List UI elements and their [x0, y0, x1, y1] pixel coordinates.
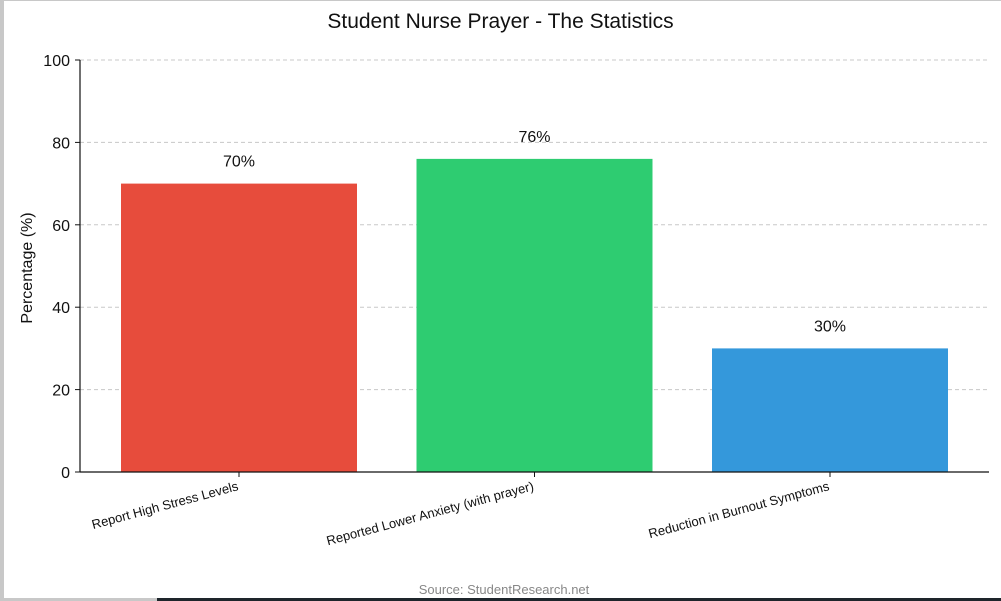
x-tick-label: Reduction in Burnout Symptoms [647, 478, 831, 541]
window-top-border [0, 0, 1001, 1]
y-tick-label: 80 [52, 135, 70, 152]
y-tick-label: 20 [52, 383, 70, 400]
bar [712, 348, 948, 472]
bar-value-label: 30% [814, 318, 846, 335]
bar-value-label: 76% [518, 129, 550, 146]
y-tick-label: 40 [52, 300, 70, 317]
window-bottom-border [0, 598, 157, 601]
chart-title: Student Nurse Prayer - The Statistics [327, 10, 674, 33]
y-tick-label: 0 [61, 465, 70, 482]
bar-value-label: 70% [223, 154, 255, 171]
taskbar-strip [157, 598, 1001, 601]
y-tick-label: 100 [43, 53, 70, 70]
source-note: Source: StudentResearch.net [418, 582, 590, 597]
bar [416, 158, 653, 472]
x-tick-label: Reported Lower Anxiety (with prayer) [325, 478, 535, 548]
x-tick-label: Report High Stress Levels [90, 478, 240, 532]
window-left-border [0, 0, 4, 601]
bar [121, 183, 357, 472]
y-tick-label: 60 [52, 218, 70, 235]
